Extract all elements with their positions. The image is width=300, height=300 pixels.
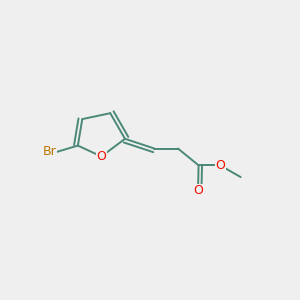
Text: Br: Br bbox=[42, 145, 56, 158]
Text: O: O bbox=[193, 184, 203, 197]
Text: O: O bbox=[215, 159, 225, 172]
Text: O: O bbox=[97, 150, 106, 163]
